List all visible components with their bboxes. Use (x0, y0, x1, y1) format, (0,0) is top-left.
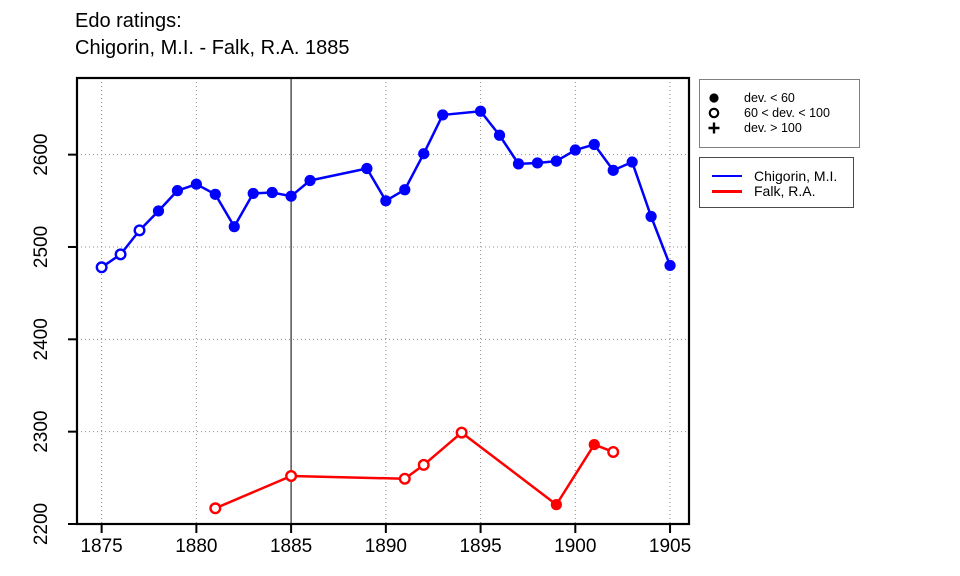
x-tick-label: 1900 (554, 536, 596, 557)
data-point-filled (209, 188, 221, 200)
data-point-filled (550, 155, 562, 167)
data-point-filled (437, 109, 449, 121)
data-point-open (95, 261, 108, 274)
data-point-filled (418, 148, 430, 160)
data-point-filled (512, 158, 525, 170)
marker-legend-item-dev-60-100: 60 < dev. < 100 (700, 106, 859, 121)
data-point-filled (493, 129, 506, 141)
data-point-open (417, 458, 430, 471)
plot-border (75, 76, 691, 526)
data-point-open (285, 469, 298, 482)
series-line (214, 431, 615, 510)
chart-title: Edo ratings: Chigorin, M.I. - Falk, R.A.… (75, 8, 350, 62)
y-tick-label: 2600 (31, 134, 52, 176)
series-legend-label: Falk, R.A. (754, 183, 816, 200)
chart-title-line2: Chigorin, M.I. - Falk, R.A. 1885 (75, 37, 350, 59)
data-point-filled (304, 174, 316, 187)
data-point-filled (550, 499, 562, 511)
series-legend-label: Chigorin, M.I. (754, 167, 838, 184)
y-tick-label: 2200 (31, 503, 52, 545)
data-point-open (133, 224, 146, 237)
data-point-open (209, 502, 222, 515)
data-point-filled (588, 138, 600, 151)
data-point-open (455, 426, 468, 439)
data-point-filled (190, 178, 202, 190)
data-point-filled (171, 185, 184, 197)
x-tick-label: 1880 (175, 536, 217, 557)
data-point-filled (474, 105, 487, 117)
x-tick-label: 1905 (649, 536, 691, 557)
open-circle-icon (706, 106, 722, 120)
data-point-filled (152, 205, 165, 217)
series-legend-item-chigorin: Chigorin, M.I. (700, 168, 853, 184)
data-point-filled (247, 187, 259, 200)
chart-title-line1: Edo ratings: (75, 10, 182, 32)
data-point-open (398, 472, 411, 485)
y-tick-label: 2500 (31, 226, 52, 268)
data-point-filled (607, 164, 619, 176)
filled-circle-icon (706, 91, 722, 105)
data-point-filled (399, 184, 411, 196)
series-legend-box: Chigorin, M.I. Falk, R.A. (699, 157, 854, 208)
data-point-filled (569, 144, 581, 156)
plus-icon (706, 121, 722, 135)
marker-legend-item-dev-lt-60: dev. < 60 (700, 91, 859, 106)
falk-line-sample (712, 190, 742, 193)
data-point-filled (588, 438, 600, 451)
data-point-filled (626, 156, 638, 168)
marker-legend-box: dev. < 60 60 < dev. < 100 dev. > 100 (699, 79, 860, 148)
data-point-filled (664, 259, 676, 272)
data-point-filled (645, 210, 657, 223)
x-tick-label: 1885 (270, 536, 312, 557)
data-point-filled (266, 186, 278, 199)
x-tick-label: 1895 (459, 536, 501, 557)
series-legend-item-falk: Falk, R.A. (700, 183, 853, 200)
marker-legend-label: dev. < 60 (744, 91, 795, 106)
data-point-filled (380, 195, 392, 207)
series-line (100, 109, 672, 269)
marker-legend-label: 60 < dev. < 100 (744, 106, 830, 121)
marker-legend-label: dev. > 100 (744, 120, 802, 135)
x-tick-label: 1890 (365, 536, 407, 557)
data-point-open (607, 445, 620, 458)
chigorin-line-sample (712, 174, 742, 178)
data-point-filled (228, 221, 240, 233)
data-point-open (114, 248, 127, 261)
data-point-filled (361, 162, 373, 175)
y-tick-label: 2300 (31, 411, 52, 453)
marker-legend-item-dev-gt-100: dev. > 100 (700, 120, 859, 135)
x-tick-label: 1875 (80, 536, 122, 557)
data-point-filled (531, 157, 544, 169)
data-point-filled (285, 190, 297, 202)
y-tick-label: 2400 (31, 318, 52, 360)
